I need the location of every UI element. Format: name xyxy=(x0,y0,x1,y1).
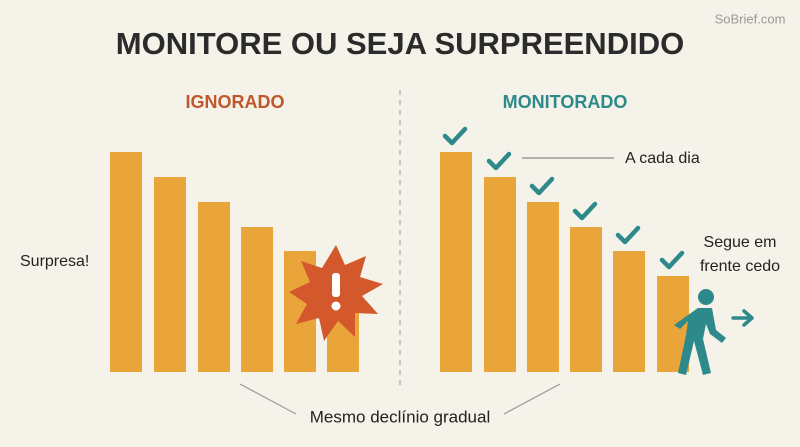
connector-line xyxy=(503,383,561,415)
bar xyxy=(527,202,559,372)
exclamation xyxy=(332,273,340,297)
caption: Mesmo declínio gradual xyxy=(310,407,490,426)
bar xyxy=(198,202,230,372)
surprise-label: Surpresa! xyxy=(20,253,89,270)
checkmarks xyxy=(442,126,685,270)
bar xyxy=(110,152,142,372)
checkmark xyxy=(572,201,598,221)
bar xyxy=(154,177,186,372)
checkmark xyxy=(529,176,555,196)
connector-line xyxy=(239,383,297,415)
checkmark xyxy=(486,151,512,171)
ahead-label: Segue em xyxy=(704,234,777,251)
checkmark xyxy=(615,225,641,245)
right-bars xyxy=(440,152,689,372)
title: MONITORE OU SEJA SURPREENDIDO xyxy=(116,26,684,61)
bar xyxy=(440,152,472,372)
right-heading: MONITORADO xyxy=(503,92,628,112)
bar xyxy=(484,177,516,372)
bar xyxy=(570,227,602,372)
arrow xyxy=(731,309,754,327)
checkmark xyxy=(442,126,468,146)
watermark: SoBrief.com xyxy=(715,11,786,26)
exclamation-dot xyxy=(331,301,341,311)
left-heading: IGNORADO xyxy=(186,92,285,112)
bar xyxy=(241,227,273,372)
bar xyxy=(613,251,645,372)
checkmark xyxy=(659,250,685,270)
ahead-label: frente cedo xyxy=(700,258,780,275)
walking-person xyxy=(674,289,726,375)
daily-label: A cada dia xyxy=(625,150,700,167)
